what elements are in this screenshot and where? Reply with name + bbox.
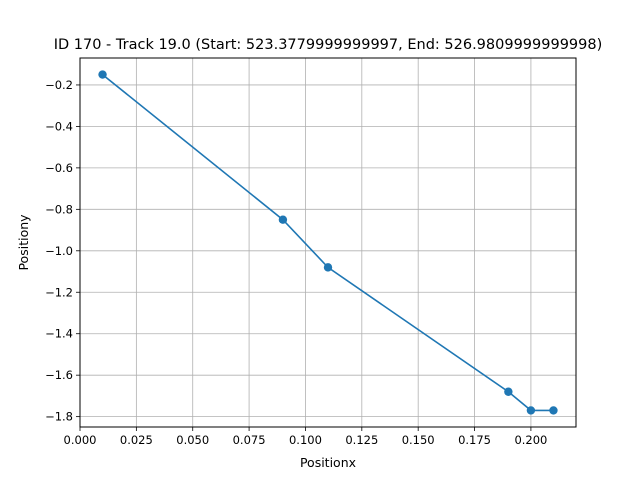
data-point	[504, 387, 513, 396]
x-tick-label: 0.075	[233, 433, 266, 447]
data-point	[526, 406, 536, 415]
y-tick-label: −1.8	[45, 410, 73, 424]
data-point	[323, 263, 333, 272]
x-tick-label: 0.050	[176, 433, 209, 447]
chart-title: ID 170 - Track 19.0 (Start: 523.37799999…	[54, 37, 603, 53]
x-tick-label: 0.200	[514, 433, 547, 447]
x-tick-label: 0.125	[345, 433, 378, 447]
y-tick-label: −0.4	[45, 119, 73, 133]
x-tick-label: 0.175	[458, 433, 491, 447]
data-series	[98, 70, 558, 415]
data-point	[278, 215, 288, 224]
x-axis-ticks: 0.000 0.025 0.050 0.075 0.100 0.125 0.150 0.175…	[64, 427, 547, 447]
y-tick-label: −0.6	[45, 161, 73, 175]
data-point	[549, 406, 558, 415]
y-tick-label: −1.4	[45, 327, 73, 341]
x-tick-label: 0.150	[402, 433, 435, 447]
y-tick-label: −1.6	[45, 368, 73, 382]
y-tick-label: −1.0	[45, 244, 73, 258]
y-axis-ticks: −0.2 −0.4 −0.6 −0.8 −1.0 −1.2 −1.4 −1.6 −1.8	[45, 78, 80, 424]
x-tick-label: 0.000	[64, 433, 97, 447]
grid-lines	[79, 58, 576, 427]
y-tick-label: −0.8	[45, 202, 73, 216]
y-tick-label: −0.2	[45, 78, 73, 92]
y-axis-label: Positiony	[16, 214, 31, 271]
y-tick-label: −1.2	[45, 285, 73, 299]
x-tick-label: 0.100	[289, 433, 322, 447]
plot-frame	[79, 57, 577, 428]
x-axis-label: Positionx	[300, 455, 356, 470]
x-tick-label: 0.025	[120, 433, 153, 447]
data-point	[98, 70, 107, 79]
